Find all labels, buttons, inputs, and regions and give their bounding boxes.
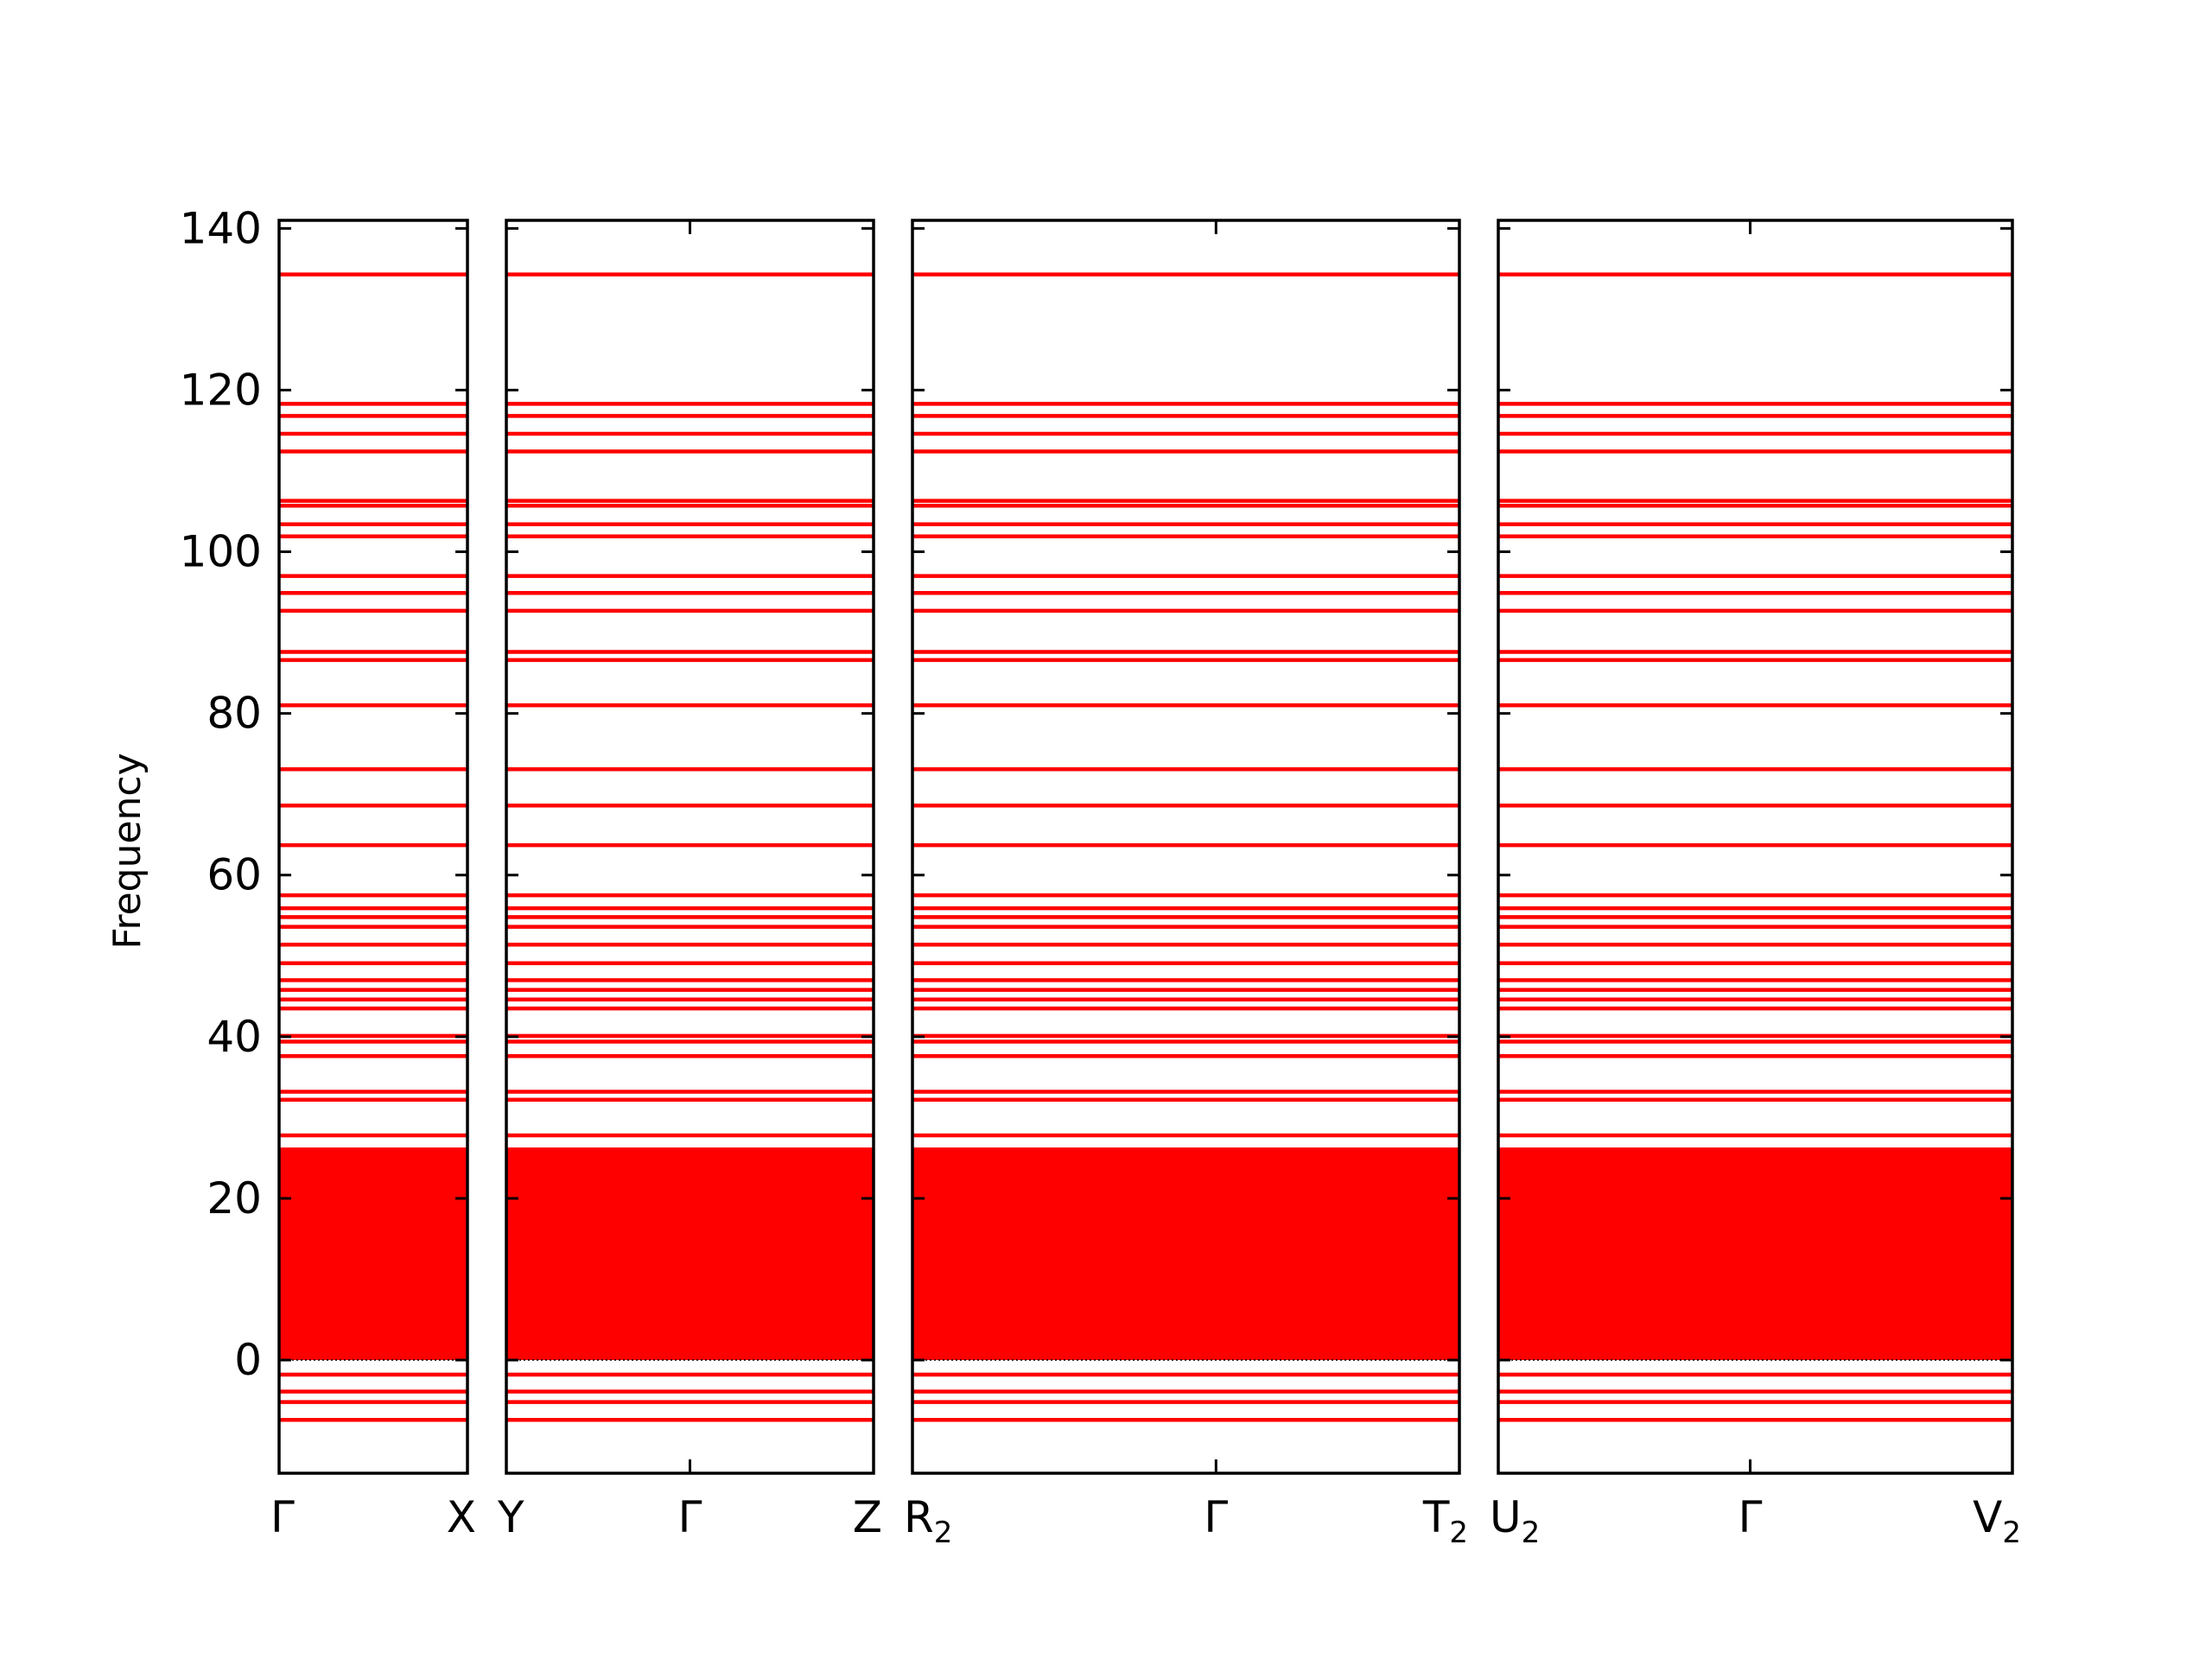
x-tick-label: Γ (678, 1492, 702, 1542)
panel-frame (277, 219, 469, 1475)
x-tick-label: Γ (270, 1492, 295, 1542)
y-tick-label: 120 (180, 365, 262, 415)
dense-band-block (1498, 1147, 2012, 1361)
dense-band-block (506, 1147, 874, 1361)
panel-4: U2 Γ V2 (1490, 219, 2021, 1550)
panels-group: 0 20 40 60 80 100 120 140 Γ X Y Γ Z R2 Γ T2 U2 Γ V2 (180, 203, 2021, 1550)
x-tick-label: U2 (1490, 1492, 1540, 1550)
panel-3: R2 Γ T2 (904, 219, 1468, 1550)
y-tick-label: 80 (207, 689, 262, 739)
x-tick-label: R2 (904, 1492, 952, 1550)
dense-band-block (279, 1147, 467, 1361)
x-tick-label: X (447, 1492, 476, 1542)
y-tick-label: 140 (180, 203, 262, 253)
y-tick-label: 0 (234, 1335, 262, 1385)
x-tick-label: Γ (1204, 1492, 1228, 1542)
y-tick-label: 40 (207, 1012, 262, 1062)
y-tick-label: 60 (207, 850, 262, 900)
x-tick-label: T2 (1422, 1492, 1468, 1550)
y-axis-label: Frequency (105, 753, 149, 949)
x-tick-label: Γ (1738, 1492, 1763, 1542)
panel-frame (1497, 219, 2014, 1475)
y-tick-label: 20 (207, 1173, 262, 1224)
dense-band-block (912, 1147, 1459, 1361)
panel-1: 0 20 40 60 80 100 120 140 Γ X (180, 203, 476, 1542)
panel-frame (911, 219, 1461, 1475)
x-tick-label: Y (497, 1492, 524, 1542)
y-tick-label: 100 (180, 527, 262, 577)
x-tick-label: Z (853, 1492, 882, 1542)
x-tick-label: V2 (1973, 1492, 2021, 1550)
